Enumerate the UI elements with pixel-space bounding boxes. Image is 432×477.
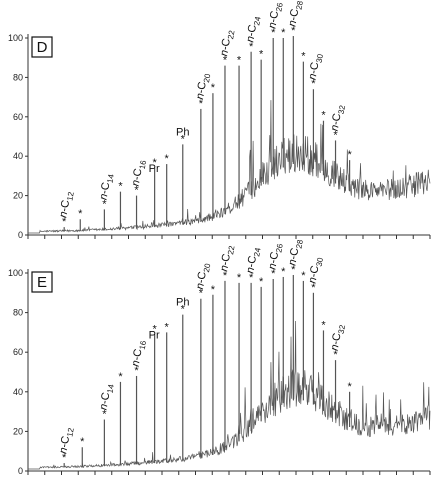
- peak-label: n-C16: [130, 158, 149, 187]
- peak-label: n-C12: [57, 426, 76, 455]
- peak-marker: *: [62, 216, 67, 228]
- peak-label: n-C24: [244, 246, 263, 275]
- peak-marker: *: [301, 270, 306, 282]
- y-tick-label: 100: [8, 33, 23, 43]
- peak-label: n-C32: [329, 103, 348, 132]
- y-tick-label: 20: [13, 426, 23, 436]
- peak-label: n-C12: [57, 190, 76, 219]
- y-tick-label: 60: [13, 112, 23, 122]
- peak-marker: *: [223, 270, 228, 282]
- peak-marker: *: [311, 78, 316, 90]
- peak-label: Pr: [149, 163, 160, 175]
- peak-label: n-C20: [194, 261, 213, 290]
- peak-marker: *: [291, 264, 296, 276]
- y-tick-label: 40: [13, 151, 23, 161]
- peak-marker: *: [321, 319, 326, 331]
- peak-marker: *: [259, 276, 264, 288]
- peak-marker: *: [181, 133, 186, 145]
- y-tick-label: 80: [13, 72, 23, 82]
- peak-marker: *: [333, 349, 338, 361]
- peak-marker: *: [165, 153, 170, 165]
- peak-marker: *: [301, 51, 306, 63]
- peak-label: n-C30: [307, 255, 326, 284]
- peak-marker: *: [223, 55, 228, 67]
- y-tick-label: 100: [8, 268, 23, 278]
- panel-label: D: [37, 39, 48, 56]
- y-tick-label: 20: [13, 191, 23, 201]
- peak-marker: *: [118, 181, 123, 193]
- peak-marker: *: [281, 27, 286, 39]
- peak-marker: *: [249, 41, 254, 53]
- peak-marker: *: [347, 381, 352, 393]
- peak-label: n-C30: [307, 52, 326, 81]
- chromatogram-trace: [28, 321, 431, 470]
- peak-marker: *: [134, 365, 139, 377]
- peak-label: n-C28: [286, 238, 305, 267]
- y-tick-label: 0: [18, 230, 23, 240]
- peak-label: n-C28: [286, 0, 305, 28]
- peak-marker: *: [199, 98, 204, 110]
- peak-marker: *: [211, 284, 216, 296]
- peak-marker: *: [118, 371, 123, 383]
- y-tick-label: 0: [18, 466, 23, 476]
- peak-label: n-C22: [218, 244, 237, 273]
- peak-marker: *: [80, 436, 85, 448]
- peak-label: n-C26: [266, 1, 285, 30]
- peak-label: Ph: [176, 126, 189, 138]
- peak-marker: *: [271, 27, 276, 39]
- peak-marker: *: [165, 321, 170, 333]
- y-tick-label: 40: [13, 387, 23, 397]
- panel-label-box: [31, 271, 53, 293]
- peak-marker: *: [271, 268, 276, 280]
- peak-marker: *: [134, 185, 139, 197]
- peak-label: n-C26: [266, 242, 285, 271]
- peak-label: n-C20: [194, 72, 213, 101]
- peak-label: Pr: [149, 329, 160, 341]
- peak-marker: *: [199, 288, 204, 300]
- peak-marker: *: [333, 129, 338, 141]
- chromatogram-trace: [28, 100, 431, 234]
- peak-marker: *: [181, 304, 186, 316]
- peak-marker: *: [211, 82, 216, 94]
- panel-label-box: [31, 36, 53, 58]
- peak-marker: *: [62, 452, 67, 464]
- peak-label: Ph: [176, 297, 189, 309]
- peak-marker: *: [237, 272, 242, 284]
- peak-marker: *: [321, 110, 326, 122]
- peak-marker: *: [347, 149, 352, 161]
- peak-marker: *: [102, 409, 107, 421]
- peak-label: n-C32: [329, 323, 348, 352]
- peak-label: n-C14: [98, 382, 117, 411]
- peak-marker: *: [152, 323, 157, 335]
- peak-marker: *: [152, 157, 157, 169]
- peak-marker: *: [249, 272, 254, 284]
- peak-marker: *: [237, 55, 242, 67]
- y-tick-label: 80: [13, 308, 23, 318]
- peak-label: n-C24: [244, 14, 263, 43]
- peak-label: n-C22: [218, 28, 237, 57]
- y-tick-label: 60: [13, 347, 23, 357]
- peak-marker: *: [259, 49, 264, 61]
- peak-marker: *: [78, 208, 83, 220]
- peak-marker: *: [102, 198, 107, 210]
- peak-marker: *: [281, 266, 286, 278]
- panel-label: E: [37, 274, 47, 291]
- peak-label: n-C14: [98, 172, 117, 201]
- peak-marker: *: [311, 282, 316, 294]
- peak-marker: *: [291, 25, 296, 37]
- peak-label: n-C16: [130, 339, 149, 368]
